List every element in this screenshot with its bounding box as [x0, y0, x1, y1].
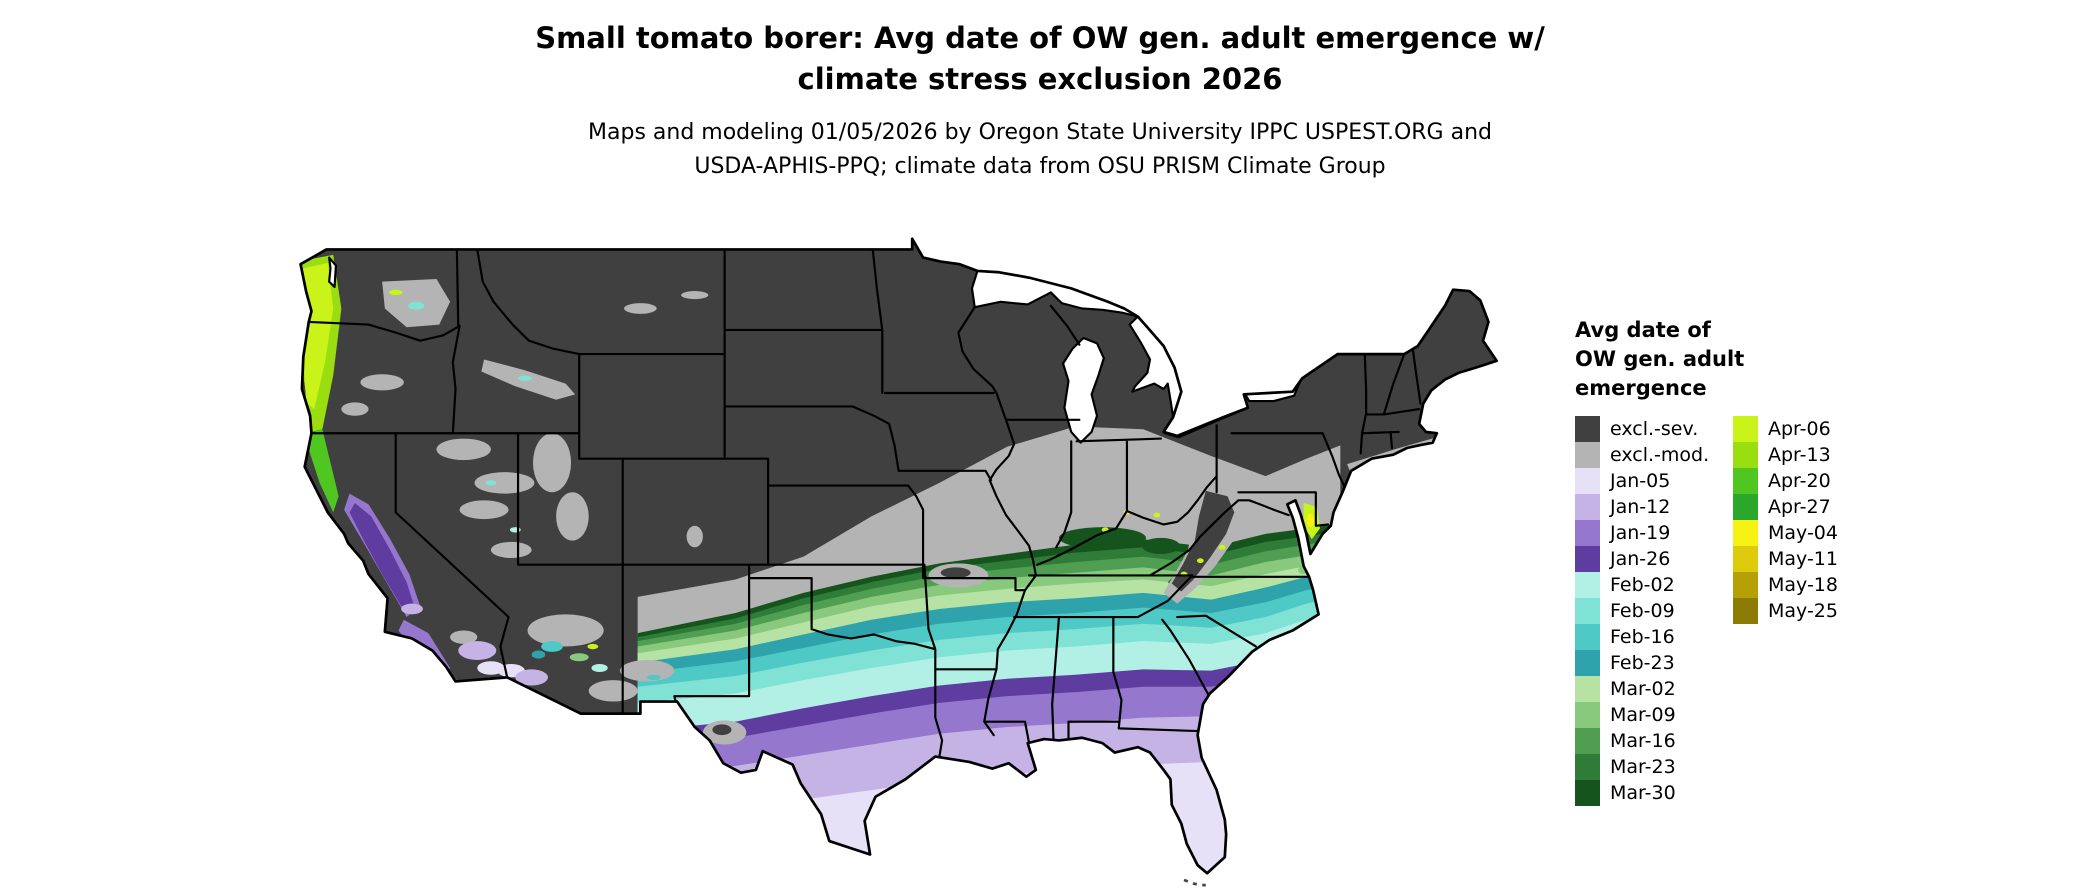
legend-label: Mar-23	[1610, 756, 1676, 778]
subtitle-line2: USDA-APHIS-PPQ; climate data from OSU PR…	[694, 154, 1386, 179]
legend-swatch	[1575, 676, 1600, 702]
legend-swatch	[1575, 416, 1600, 442]
legend-item: Jan-05	[1575, 468, 1715, 494]
legend-label: Apr-20	[1768, 470, 1831, 492]
lake-michigan	[1061, 336, 1105, 444]
legend-item: Apr-06	[1733, 416, 1873, 442]
map-legend: Avg date of OW gen. adult emergence excl…	[1575, 316, 1873, 806]
legend-label: Jan-19	[1610, 522, 1671, 544]
legend-item: Feb-23	[1575, 650, 1715, 676]
legend-swatch	[1733, 598, 1758, 624]
legend-swatch	[1733, 416, 1758, 442]
state-borders	[307, 248, 1422, 758]
legend-item: Mar-30	[1575, 780, 1715, 806]
legend-label: Jan-12	[1610, 496, 1671, 518]
legend-title: Avg date of OW gen. adult emergence	[1575, 316, 1873, 403]
legend-title-line3: emergence	[1575, 376, 1707, 400]
florida-keys	[1183, 878, 1206, 887]
legend-item: Apr-20	[1733, 468, 1873, 494]
legend-item: excl.-sev.	[1575, 416, 1715, 442]
legend-label: Jan-05	[1610, 470, 1671, 492]
legend-item: May-04	[1733, 520, 1873, 546]
legend-item: Feb-16	[1575, 624, 1715, 650]
legend-label: excl.-mod.	[1610, 444, 1710, 466]
legend-item: Feb-09	[1575, 598, 1715, 624]
legend-columns: excl.-sev. excl.-mod. Jan-05 Jan-12 Jan-…	[1575, 416, 1873, 806]
legend-swatch	[1733, 494, 1758, 520]
legend-item: Jan-12	[1575, 494, 1715, 520]
page-title-line1: Small tomato borer: Avg date of OW gen. …	[535, 21, 1545, 55]
legend-item: Apr-27	[1733, 494, 1873, 520]
legend-label: Mar-09	[1610, 704, 1676, 726]
legend-title-line2: OW gen. adult	[1575, 347, 1745, 371]
legend-swatch	[1733, 442, 1758, 468]
legend-label: Mar-02	[1610, 678, 1676, 700]
legend-swatch	[1575, 442, 1600, 468]
legend-item: May-11	[1733, 546, 1873, 572]
legend-label: Feb-23	[1610, 652, 1675, 674]
legend-label: Feb-09	[1610, 600, 1675, 622]
legend-item: May-18	[1733, 572, 1873, 598]
legend-label: Apr-13	[1768, 444, 1831, 466]
legend-swatch	[1575, 598, 1600, 624]
legend-label: excl.-sev.	[1610, 418, 1699, 440]
legend-item: May-25	[1733, 598, 1873, 624]
legend-label: Mar-30	[1610, 782, 1676, 804]
legend-swatch	[1575, 546, 1600, 572]
legend-label: Mar-16	[1610, 730, 1676, 752]
legend-swatch	[1575, 702, 1600, 728]
legend-item: Mar-16	[1575, 728, 1715, 754]
legend-item: Feb-02	[1575, 572, 1715, 598]
legend-item: excl.-mod.	[1575, 442, 1715, 468]
legend-swatch	[1575, 520, 1600, 546]
legend-label: Apr-06	[1768, 418, 1831, 440]
legend-item: Mar-02	[1575, 676, 1715, 702]
legend-label: Feb-02	[1610, 574, 1675, 596]
legend-label: Jan-26	[1610, 548, 1671, 570]
legend-label: May-04	[1768, 522, 1838, 544]
header: Small tomato borer: Avg date of OW gen. …	[0, 18, 2080, 184]
legend-swatch	[1575, 572, 1600, 598]
us-outline	[299, 237, 1498, 875]
legend-item: Mar-23	[1575, 754, 1715, 780]
legend-column-2: Apr-06 Apr-13 Apr-20 Apr-27 May-04 May-1…	[1733, 416, 1873, 624]
legend-label: May-18	[1768, 574, 1838, 596]
legend-swatch	[1575, 728, 1600, 754]
legend-label: Feb-16	[1610, 626, 1675, 648]
legend-swatch	[1733, 520, 1758, 546]
legend-swatch	[1575, 468, 1600, 494]
us-map-svg	[299, 237, 1498, 887]
legend-column-1: excl.-sev. excl.-mod. Jan-05 Jan-12 Jan-…	[1575, 416, 1715, 806]
subtitle-line1: Maps and modeling 01/05/2026 by Oregon S…	[588, 120, 1492, 145]
legend-item: Jan-26	[1575, 546, 1715, 572]
subtitle: Maps and modeling 01/05/2026 by Oregon S…	[0, 116, 2080, 184]
legend-title-line1: Avg date of	[1575, 318, 1711, 342]
legend-swatch	[1733, 468, 1758, 494]
us-emergence-map	[287, 228, 1517, 888]
legend-label: May-25	[1768, 600, 1838, 622]
puget-sound	[328, 256, 338, 289]
legend-item: Apr-13	[1733, 442, 1873, 468]
legend-swatch	[1575, 624, 1600, 650]
map-raster-layers	[300, 238, 1497, 874]
legend-swatch	[1575, 754, 1600, 780]
legend-swatch	[1575, 780, 1600, 806]
legend-swatch	[1575, 494, 1600, 520]
legend-swatch	[1733, 572, 1758, 598]
legend-swatch	[1733, 546, 1758, 572]
legend-item: Jan-19	[1575, 520, 1715, 546]
legend-label: May-11	[1768, 548, 1838, 570]
page-title-line2: climate stress exclusion 2026	[797, 62, 1283, 96]
legend-label: Apr-27	[1768, 496, 1831, 518]
legend-item: Mar-09	[1575, 702, 1715, 728]
legend-swatch	[1575, 650, 1600, 676]
